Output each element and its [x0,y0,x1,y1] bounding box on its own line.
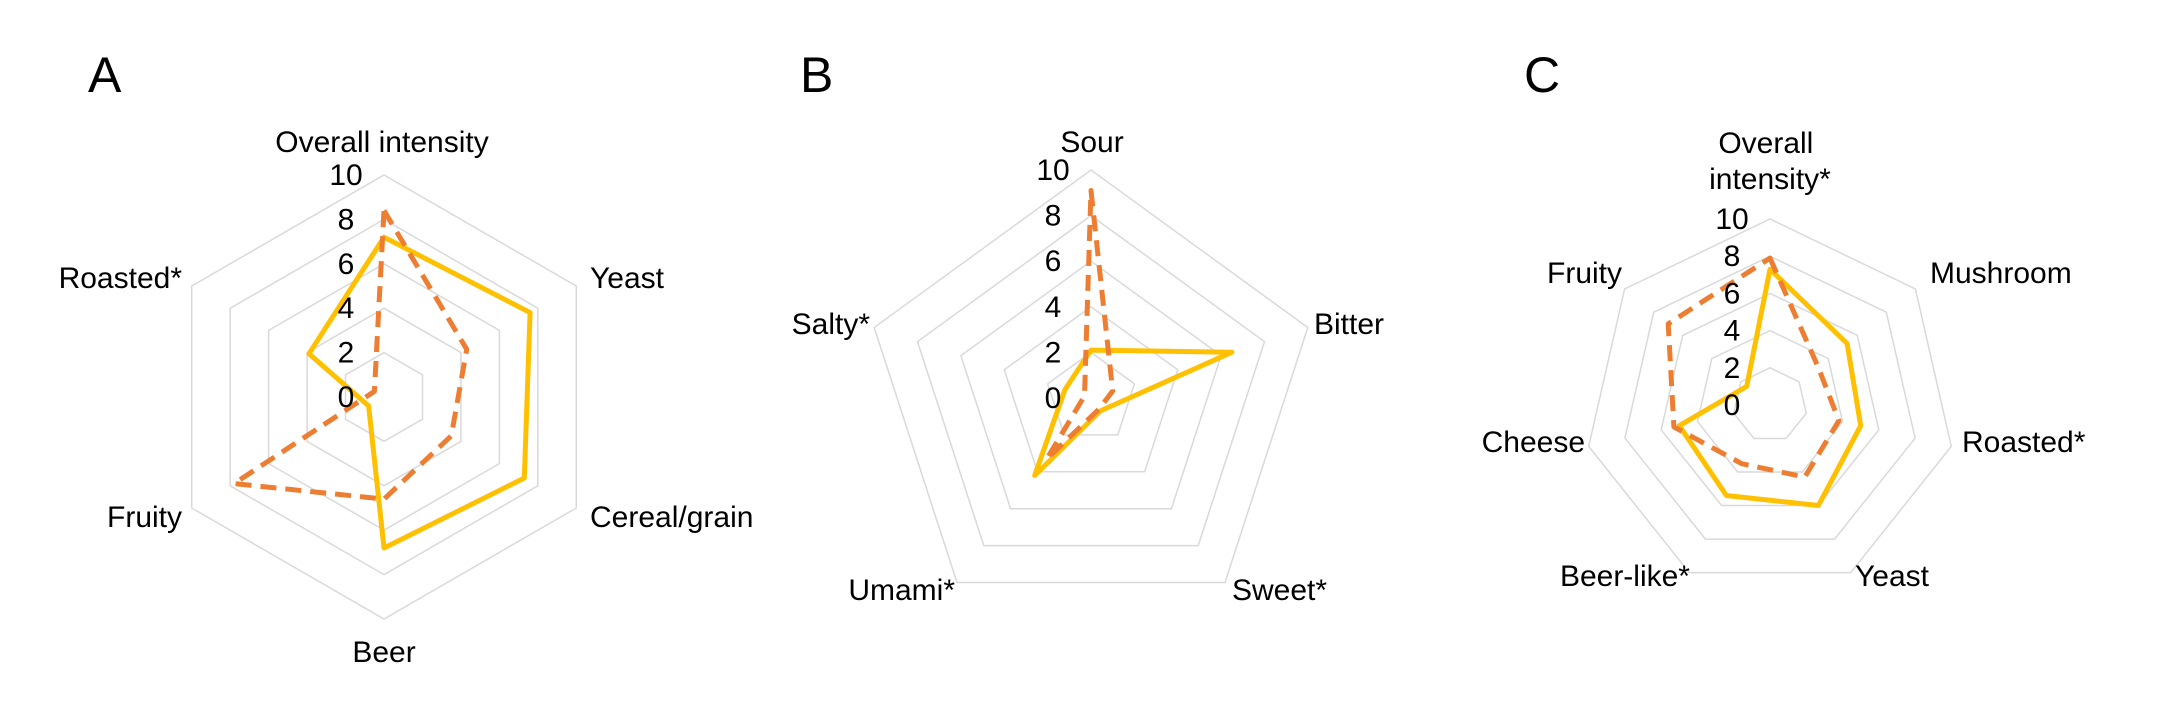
grid-ring-b-4 [916,214,1266,547]
axis-label-c-fruity: Fruity [1547,257,1622,290]
radial-tick-c-10: 10 [1715,203,1748,236]
axis-label-c-yeast: Yeast [1855,560,1930,593]
grid-ring-a-4 [229,218,539,576]
axis-label-a-overall-intensity: Overall intensity [275,126,488,159]
axis-label-b-sour: Sour [1060,126,1123,159]
grid-ring-a-1 [344,351,424,443]
axis-label-c-mushroom: Mushroom [1930,257,2072,290]
radial-tick-a-8: 8 [338,203,355,236]
axis-label-c-roasted: Roasted* [1962,426,2086,459]
series-c-dashed [1665,255,1842,480]
series-b-solid [1032,347,1235,478]
axis-label-b-umami: Umami* [848,574,955,607]
radial-tick-c-8: 8 [1724,240,1741,273]
radial-tick-c-4: 4 [1724,315,1741,348]
radial-tick-b-0: 0 [1045,382,1062,415]
radial-tick-b-10: 10 [1036,154,1069,187]
axis-label-c-cheese: Cheese [1482,426,1585,459]
axis-label-c-overall-intensity: Overall intensity* [1709,127,1831,196]
axis-label-c-overall-intensity-line-1: Overall [1718,127,1813,160]
radar-panel-b: B Sour Bitter Sweet* Umami* Salty* 0 2 4 6 8… [792,47,1384,607]
radial-tick-b-6: 6 [1045,245,1062,278]
radar-panel-a: A Overall intensity Yeast Cereal/grain B… [59,47,754,669]
axis-label-b-sweet: Sweet* [1232,574,1327,607]
radial-tick-c-6: 6 [1724,277,1741,310]
radial-tick-a-6: 6 [338,248,355,281]
series-b-dashed [1044,188,1116,462]
radial-tick-b-8: 8 [1045,200,1062,233]
grid-ring-b-1 [1046,351,1136,436]
series-c-solid [1676,266,1864,508]
grid-ring-c-5 [1587,218,1953,574]
axis-label-a-yeast: Yeast [590,262,665,295]
radial-tick-b-2: 2 [1045,336,1062,369]
radar-panel-c: C Overall intensity* Mushroom Roasted* Y… [1482,47,2086,593]
radial-ticks-a: 0 2 4 6 8 10 [329,159,362,414]
panel-label-a: A [88,47,122,103]
grid-ring-c-1 [1732,366,1808,440]
axis-label-b-salty: Salty* [792,308,871,341]
panel-label-c: C [1524,47,1560,103]
grid-ring-c-3 [1660,292,1880,507]
radial-tick-a-2: 2 [338,337,355,370]
grid-ring-a-5 [190,174,578,620]
series-a-solid [306,234,533,551]
panel-label-b: B [800,47,833,103]
axis-label-c-overall-intensity-line-2: intensity* [1709,163,1831,196]
axis-label-a-roasted: Roasted* [59,262,183,295]
grid-ring-b-2 [1003,305,1179,473]
axis-label-a-cereal-grain: Cereal/grain [590,501,753,534]
axis-label-a-beer: Beer [352,636,415,669]
radial-tick-c-2: 2 [1724,352,1741,385]
radial-tick-b-4: 4 [1045,291,1062,324]
axis-label-b-bitter: Bitter [1314,308,1384,341]
grid-ring-b-5 [873,169,1309,584]
gridlines-c [1587,218,1953,574]
grid-ring-b-3 [960,260,1222,510]
radial-ticks-c: 0 2 4 6 8 10 [1715,203,1748,422]
axis-label-a-fruity: Fruity [107,501,182,534]
radial-tick-a-10: 10 [329,159,362,192]
radial-tick-a-0: 0 [338,381,355,414]
gridlines-b [873,169,1309,584]
axis-label-c-beer-like: Beer-like* [1560,560,1690,593]
radial-tick-a-4: 4 [338,292,355,325]
radial-tick-c-0: 0 [1724,389,1741,422]
series-a-dashed [231,208,470,502]
grid-ring-c-4 [1624,255,1916,540]
radial-ticks-b: 0 2 4 6 8 10 [1036,154,1069,415]
